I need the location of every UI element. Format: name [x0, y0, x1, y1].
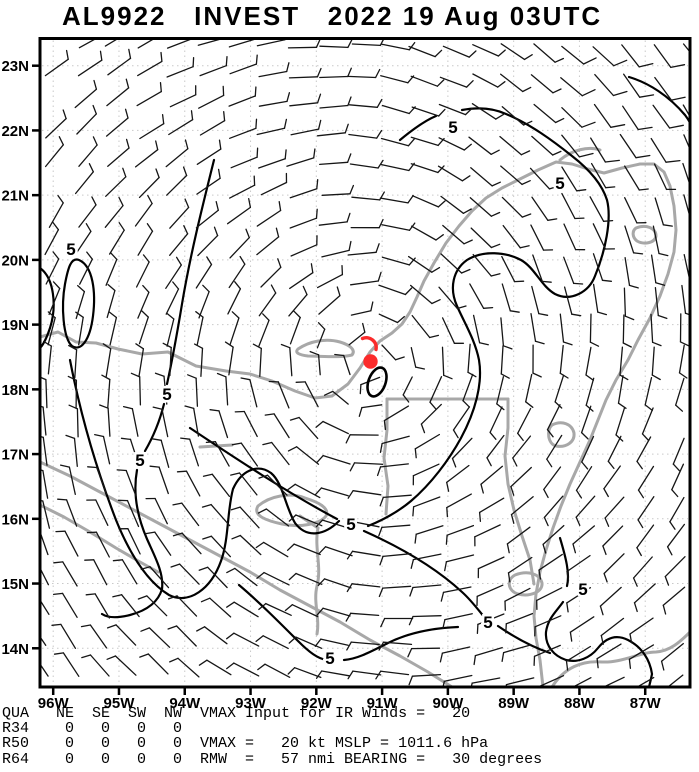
y-axis-tick-label: 20N [1, 252, 29, 269]
x-axis-tick-label: 96W [38, 695, 70, 712]
y-axis-tick-label: 19N [1, 317, 29, 334]
isotach-label: 5 [66, 240, 75, 259]
x-axis-tick-label: 92W [301, 695, 333, 712]
isotach-label: 5 [448, 118, 457, 137]
map-frame [38, 37, 692, 689]
wind-barbs [41, 40, 689, 686]
axis-ticks [32, 64, 647, 695]
x-axis-tick-label: 95W [104, 695, 136, 712]
rmw-ellipse [366, 366, 388, 398]
y-axis-tick-label: 21N [1, 188, 29, 205]
stats-line-r34: R34 0 0 0 0 [2, 720, 183, 738]
x-axis-tick-label: 91W [367, 695, 399, 712]
isotach-label: 5 [483, 613, 492, 632]
stats-line-r50-vmax-mslp: R50 0 0 0 0 VMAX = 20 kt MSLP = 1011.6 h… [2, 735, 489, 753]
y-axis-tick-label: 18N [1, 382, 29, 399]
x-axis-tick-label: 93W [235, 695, 267, 712]
y-axis-tick-label: 17N [1, 447, 29, 464]
stats-line-quadrants: QUA NE SE SW NW VMAX Input for IR Winds … [2, 705, 471, 722]
coastlines [41, 146, 689, 686]
y-axis-tick-label: 22N [1, 123, 29, 140]
x-axis-tick-label: 90W [432, 695, 464, 712]
x-axis-tick-label: 89W [498, 695, 530, 712]
chart-title: AL9922 INVEST 2022 19 Aug 03UTC [62, 1, 603, 31]
x-axis-tick-label: 94W [169, 695, 201, 712]
isotach-label: 5 [135, 451, 144, 470]
isotach-label: 5 [346, 515, 355, 534]
storm-marker-hook [360, 336, 378, 352]
x-axis-tick-label: 88W [564, 695, 596, 712]
y-axis-tick-label: 14N [1, 641, 29, 658]
y-axis-tick-label: 16N [1, 511, 29, 528]
stats-block: QUA NE SE SW NW VMAX Input for IR Winds … [2, 706, 542, 767]
storm-center-marker [363, 354, 378, 369]
axis-tick-labels: 23N 22N 21N 20N 19N 18N 17N 16N 15N 14N 96W 95W 94W 9… [1, 58, 661, 712]
y-axis-tick-label: 23N [1, 58, 29, 75]
isotach-label: 5 [325, 649, 334, 668]
y-axis-tick-label: 15N [1, 576, 29, 593]
isotach-label: 5 [578, 580, 587, 599]
isotach-label: 5 [162, 385, 171, 404]
x-axis-tick-label: 87W [630, 695, 662, 712]
isotach-label: 5 [555, 174, 564, 193]
stats-line-r64-rmw-bearing: R64 0 0 0 0 RMW = 57 nmi BEARING = 30 de… [2, 750, 543, 768]
contour-labels: 5 5 5 5 5 5 5 5 5 [64, 116, 590, 671]
storm-center-group [360, 336, 388, 398]
